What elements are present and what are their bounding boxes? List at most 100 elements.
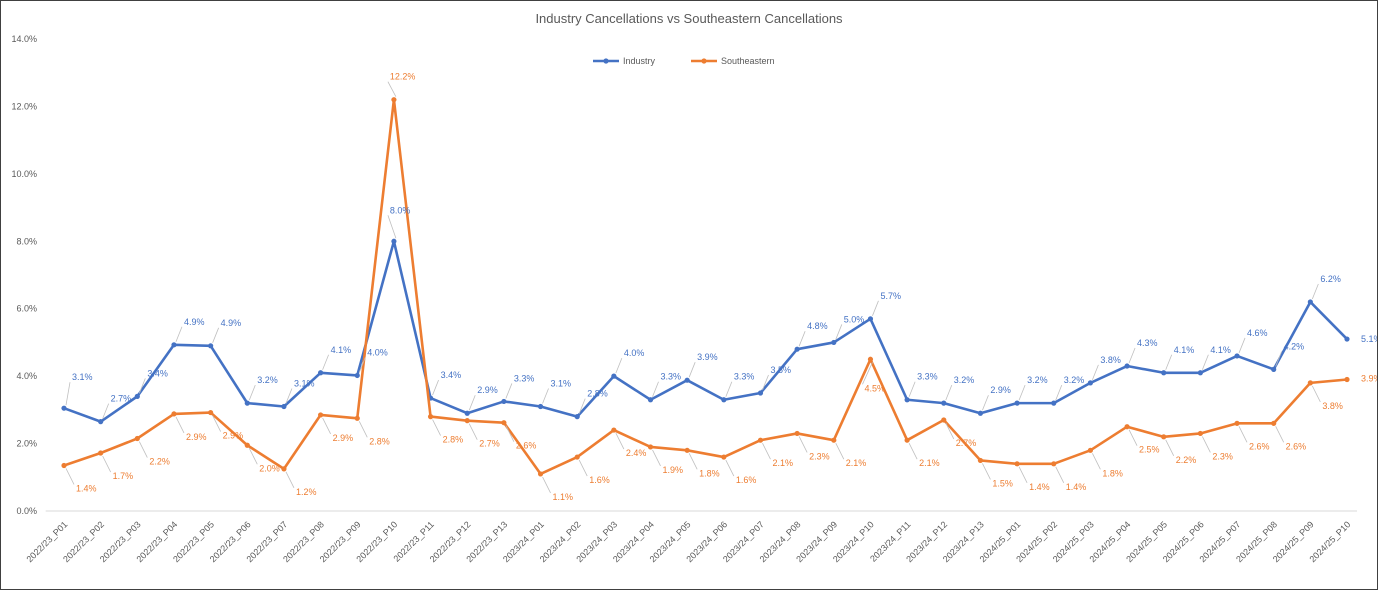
leader-line: [138, 378, 146, 394]
leader-line: [762, 374, 769, 391]
data-label: 2.5%: [1139, 445, 1160, 455]
data-point: [977, 410, 984, 416]
data-label: 3.2%: [954, 375, 975, 385]
data-point: [941, 400, 947, 406]
data-label: 2.2%: [1176, 455, 1197, 465]
data-point: [904, 397, 910, 403]
data-point: [1307, 380, 1313, 386]
data-label: 1.6%: [589, 475, 610, 485]
leader-line: [468, 423, 478, 440]
data-point: [537, 471, 544, 477]
data-point: [391, 97, 397, 103]
data-label: 2.6%: [516, 441, 537, 451]
data-label: 1.1%: [553, 492, 574, 502]
legend: Industry Southeastern: [593, 56, 775, 66]
data-point: [354, 372, 360, 379]
data-label: 2.2%: [149, 457, 170, 467]
data-point: [647, 397, 654, 403]
leader-line: [945, 422, 955, 440]
data-label: 3.9%: [697, 352, 718, 362]
data-label: 1.7%: [113, 471, 134, 481]
data-label: 5.0%: [844, 314, 865, 324]
data-label: 4.2%: [1284, 341, 1305, 351]
leader-line: [432, 419, 441, 436]
data-point: [611, 427, 617, 433]
data-point: [611, 373, 617, 379]
data-label: 3.3%: [514, 373, 535, 383]
data-label: 1.4%: [1066, 482, 1087, 492]
data-label: 2.3%: [809, 451, 830, 461]
leader-line: [1128, 347, 1136, 364]
data-label: 1.2%: [296, 487, 317, 497]
series-line: [63, 98, 1348, 476]
y-tick-label: 12.0%: [11, 101, 37, 111]
data-label: 4.6%: [1247, 328, 1268, 338]
data-point: [208, 409, 214, 416]
data-point: [281, 466, 287, 472]
leader-line: [248, 384, 256, 401]
leader-line: [1275, 351, 1283, 367]
y-axis: 0.0% 2.0% 4.0% 6.0% 8.0% 10.0% 12.0% 14.0%: [11, 34, 37, 516]
data-label: 1.8%: [1102, 468, 1123, 478]
data-point: [1344, 336, 1350, 342]
data-point: [61, 405, 67, 411]
leader-line: [212, 327, 219, 343]
data-label: 3.3%: [917, 372, 938, 382]
leader-line: [762, 443, 771, 460]
data-point: [831, 339, 837, 346]
data-point: [1051, 461, 1057, 467]
leader-line: [652, 381, 659, 397]
leader-line: [982, 463, 991, 480]
leader-line: [505, 383, 513, 399]
leader-line: [175, 326, 183, 342]
data-label: 8.0%: [390, 205, 411, 215]
data-label: 3.3%: [734, 372, 755, 382]
data-label: 4.0%: [624, 348, 645, 358]
data-label: 3.4%: [441, 370, 462, 380]
data-label: 2.8%: [443, 435, 464, 445]
data-point: [1197, 370, 1203, 376]
data-point: [1271, 366, 1277, 372]
data-label: 2.1%: [846, 458, 867, 468]
data-point: [574, 454, 580, 460]
data-label: 4.5%: [864, 383, 885, 393]
data-label: 12.2%: [390, 72, 416, 82]
leader-line: [578, 459, 588, 477]
data-point: [941, 417, 947, 423]
data-label: 2.6%: [1286, 441, 1307, 451]
data-label: 4.1%: [331, 345, 352, 355]
data-label: 4.9%: [221, 318, 242, 328]
data-point: [1344, 376, 1350, 383]
leader-line: [138, 441, 148, 458]
data-point: [537, 403, 544, 410]
leader-line: [1238, 426, 1248, 443]
legend-item-southeastern: Southeastern: [691, 56, 775, 66]
data-label: 1.5%: [992, 478, 1013, 488]
leader-line: [285, 388, 293, 404]
leader-line: [358, 421, 368, 438]
leader-line: [652, 449, 661, 467]
leader-line: [1275, 426, 1285, 443]
data-label: 3.2%: [257, 375, 278, 385]
leader-line: [908, 443, 918, 460]
data-point: [831, 437, 837, 443]
leader-line: [285, 471, 295, 489]
data-point: [794, 346, 800, 352]
leader-line: [835, 443, 845, 460]
data-point: [794, 430, 800, 437]
data-labels: 3.1% 2.7% 3.4% 4.9% 4.9% 3.2% 3.1% 4.1% 4.0% 8.0%…: [65, 72, 1377, 502]
data-label: 2.9%: [333, 433, 354, 443]
leader-line: [798, 331, 806, 347]
leader-line: [358, 357, 366, 373]
leader-line: [102, 455, 112, 473]
data-label: 3.1%: [294, 378, 315, 388]
series-industry: [61, 238, 1350, 425]
leader-line: [1092, 364, 1099, 381]
leader-line: [175, 416, 185, 434]
data-label: 3.3%: [661, 372, 682, 382]
leader-line: [1238, 337, 1246, 354]
leader-line: [835, 324, 843, 340]
data-label: 2.1%: [772, 458, 793, 468]
